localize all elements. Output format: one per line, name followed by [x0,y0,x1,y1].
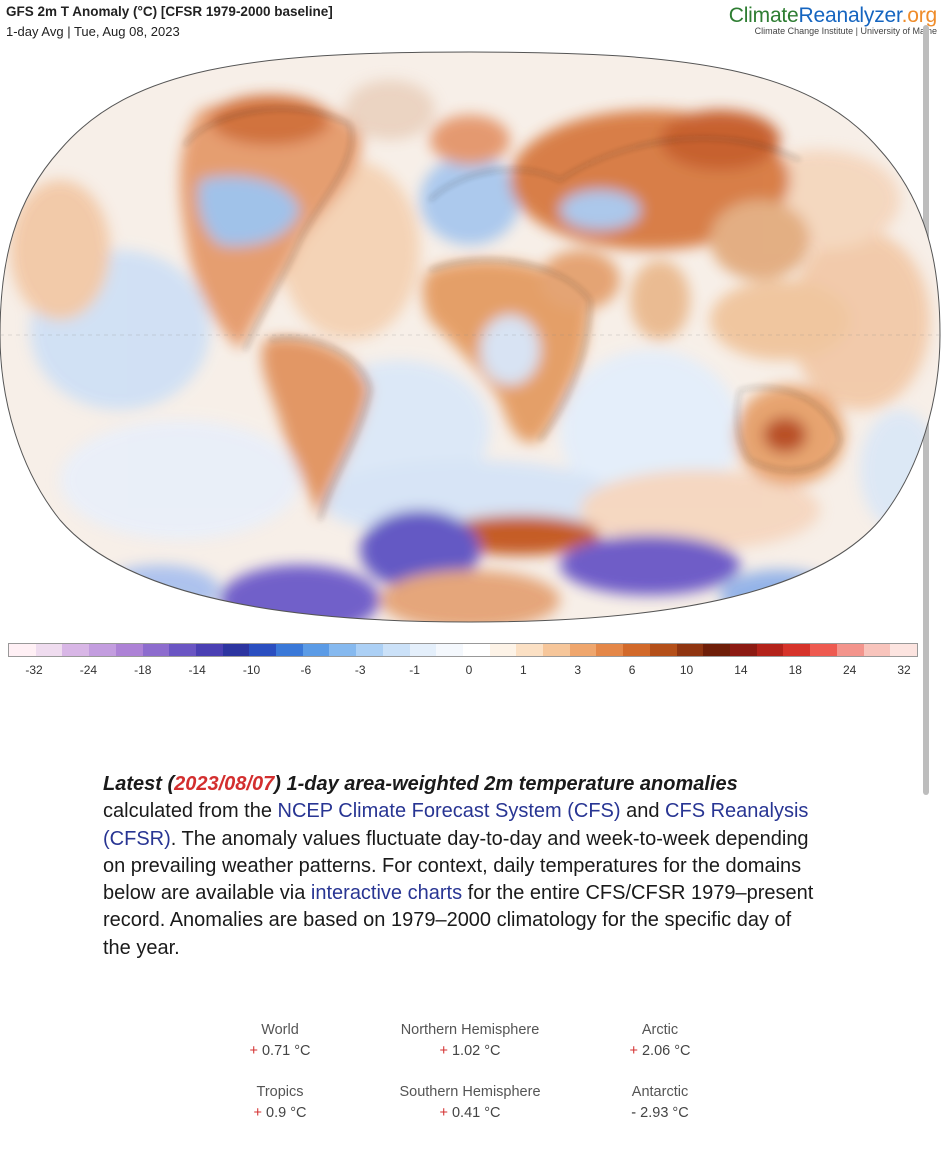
tick-label: 6 [628,663,636,677]
tick-label: -6 [300,663,312,677]
tick-label: -14 [188,663,206,677]
tick-label: -24 [79,663,98,677]
color-swatch [329,644,357,656]
color-swatch [729,644,757,656]
tick-label: -18 [134,663,152,677]
brand-logo[interactable]: ClimateReanalyzer.org Climate Change Ins… [729,4,937,36]
color-swatch [115,644,143,656]
tick-label: 24 [842,663,857,677]
color-swatch [596,644,624,656]
stat-southern-hemisphere: Southern Hemisphere + 0.41 °C [370,1084,570,1121]
stat-label: Arctic [641,1022,679,1038]
tick-label: 0 [465,663,473,677]
brand-name-part1: Climate [728,4,799,27]
color-swatch [142,644,170,656]
tick-label: -10 [242,663,261,677]
stat-value: 0.9 °C [266,1105,307,1121]
color-swatch [890,644,917,656]
color-swatch [35,644,63,656]
stat-sign: + [629,1043,638,1059]
color-swatch [436,644,463,656]
map-border [0,51,941,623]
color-swatch [703,644,730,656]
stat-sign: + [253,1105,262,1121]
tick-label: 1 [520,663,527,677]
color-swatch [62,644,90,656]
color-swatch [302,644,330,656]
color-swatch [836,644,864,656]
color-swatch [863,644,891,656]
stat-sign: + [439,1043,448,1059]
color-swatch [649,644,677,656]
stat-value: 0.41 °C [451,1105,501,1121]
desc-text-2: and [620,800,666,823]
color-swatch [569,644,597,656]
stat-northern-hemisphere: Northern Hemisphere + 1.02 °C [370,1022,570,1059]
map-field [0,52,940,622]
world-anomaly-map [0,51,941,623]
desc-lead-1: Latest ( [103,773,175,795]
map-subtitle: 1-day Avg | Tue, Aug 08, 2023 [6,24,180,39]
desc-lead-date: 2023/08/07 [174,773,275,795]
color-swatch [356,644,383,656]
desc-lead-2: ) 1-day area-weighted 2m temperature ano… [274,773,738,795]
desc-text-1: calculated from the [103,800,278,823]
stat-sign: - [631,1105,637,1121]
cfsr-link[interactable]: CFS Reanalysis (CFSR) [103,800,809,850]
color-swatch [756,644,784,656]
stat-sign: + [439,1105,448,1121]
color-swatch [382,644,410,656]
color-swatch [810,644,837,656]
stat-value: 2.06 °C [641,1043,691,1059]
cfs-link[interactable]: NCEP Climate Forecast System (CFS) [277,800,621,823]
description-paragraph: Latest (2023/08/07) 1-day area-weighted … [103,771,823,962]
brand-subtitle: Climate Change Institute | University of… [754,26,937,36]
desc-text-3: . The anomaly values fluctuate day-to-da… [103,827,809,905]
color-swatch [623,644,650,656]
stat-value: 1.02 °C [451,1043,501,1059]
tick-label: 3 [574,663,582,677]
brand-name-part3: .org [901,4,938,27]
stat-antarctic: Antarctic - 2.93 °C [560,1084,760,1121]
color-scale-ticks: -32 -24 -18 -14 -10 -6 -3 -1 0 1 3 6 10 14 18 24 32 [8,663,918,679]
color-swatch [169,644,196,656]
color-swatch [249,644,277,656]
color-swatch [222,644,250,656]
stat-value: 0.71 °C [261,1043,311,1059]
stat-arctic: Arctic + 2.06 °C [560,1022,760,1059]
tick-label: 18 [788,663,802,677]
map-title: GFS 2m T Anomaly (°C) [CFSR 1979-2000 ba… [6,4,333,19]
color-swatch [89,644,116,656]
color-swatch [489,644,517,656]
color-swatch [783,644,811,656]
stat-tropics: Tropics + 0.9 °C [180,1084,380,1121]
stat-world: World + 0.71 °C [180,1022,380,1059]
tick-label: 10 [679,663,694,677]
tick-label: 32 [897,663,911,677]
interactive-charts-link[interactable]: interactive charts [310,882,463,905]
tick-label: -1 [409,663,420,677]
stat-value: 2.93 °C [640,1105,689,1121]
tick-label: -3 [354,663,366,677]
stat-label: Antarctic [631,1084,689,1100]
color-swatch [543,644,570,656]
color-swatch [676,644,704,656]
color-swatch [516,644,544,656]
desc-text-4: for the entire CFS/CFSR 1979–present rec… [103,882,814,959]
brand-name-part2: Reanalyzer [798,4,902,27]
tick-label: -32 [25,663,43,677]
color-scale-bar [8,643,918,657]
color-swatch [195,644,223,656]
stat-label: World [261,1022,299,1038]
tick-label: 14 [734,663,748,677]
stat-label: Southern Hemisphere [399,1084,541,1100]
color-swatch [409,644,437,656]
color-swatch [276,644,303,656]
stat-label: Tropics [256,1084,304,1100]
stat-label: Northern Hemisphere [400,1022,540,1038]
color-swatch [462,644,490,656]
stat-sign: + [249,1043,258,1059]
color-swatch [9,644,36,656]
